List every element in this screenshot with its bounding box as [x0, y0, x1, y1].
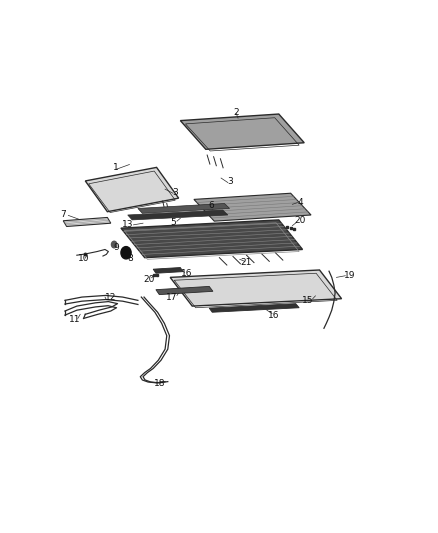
- Polygon shape: [194, 193, 311, 221]
- Text: 20: 20: [143, 275, 155, 284]
- Text: 1: 1: [113, 163, 119, 172]
- Polygon shape: [180, 114, 304, 149]
- Text: 3: 3: [228, 177, 233, 186]
- Polygon shape: [85, 167, 179, 212]
- Text: 13: 13: [122, 220, 134, 229]
- Text: 3: 3: [173, 188, 178, 197]
- Polygon shape: [170, 270, 342, 306]
- Text: 15: 15: [302, 296, 314, 305]
- Text: 20: 20: [294, 216, 306, 225]
- Circle shape: [111, 241, 117, 248]
- Text: 21: 21: [241, 258, 252, 267]
- Polygon shape: [209, 304, 299, 312]
- Text: 9: 9: [113, 244, 119, 252]
- Polygon shape: [63, 217, 111, 227]
- Text: 6: 6: [208, 201, 214, 211]
- Polygon shape: [138, 204, 230, 213]
- Circle shape: [121, 247, 131, 259]
- Text: 18: 18: [154, 379, 166, 388]
- Polygon shape: [153, 268, 183, 273]
- Text: 2: 2: [233, 108, 239, 117]
- Polygon shape: [156, 286, 213, 295]
- Text: 5: 5: [171, 218, 177, 227]
- Text: 4: 4: [298, 198, 304, 207]
- Text: 16: 16: [268, 311, 279, 320]
- Text: 10: 10: [78, 254, 89, 263]
- Text: 12: 12: [105, 293, 117, 302]
- Text: 8: 8: [127, 254, 133, 263]
- Polygon shape: [128, 210, 228, 220]
- Polygon shape: [121, 220, 303, 257]
- Text: 19: 19: [344, 271, 356, 280]
- Text: 17: 17: [166, 293, 178, 302]
- Text: 7: 7: [60, 209, 66, 219]
- Text: 11: 11: [69, 314, 81, 324]
- Text: 16: 16: [181, 269, 193, 278]
